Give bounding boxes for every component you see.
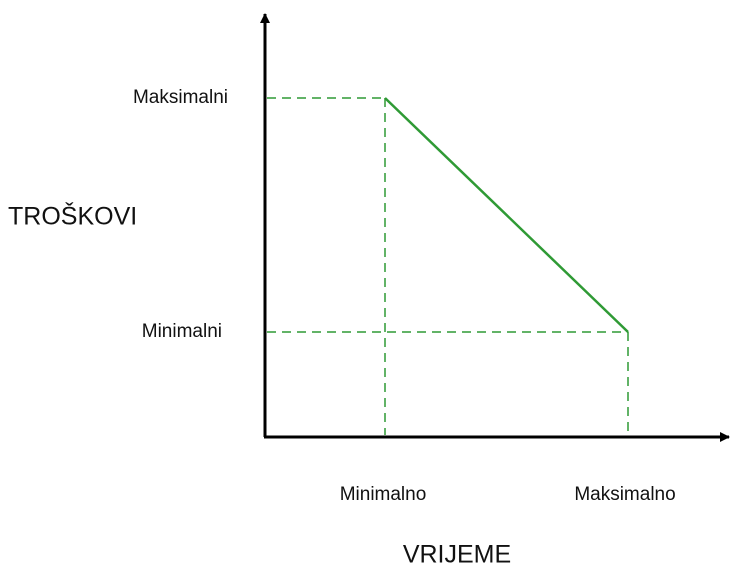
y-label: Maksimalni bbox=[133, 87, 228, 108]
cost-line bbox=[384, 97, 629, 333]
guide-lines bbox=[267, 97, 629, 435]
x-label: Minimalno bbox=[340, 484, 427, 505]
x-label: Maksimalno bbox=[574, 484, 675, 505]
y-label: Minimalni bbox=[142, 321, 222, 342]
x-axis-title: VRIJEME bbox=[403, 541, 511, 569]
y-axis-title: TROŠKOVI bbox=[8, 202, 137, 231]
